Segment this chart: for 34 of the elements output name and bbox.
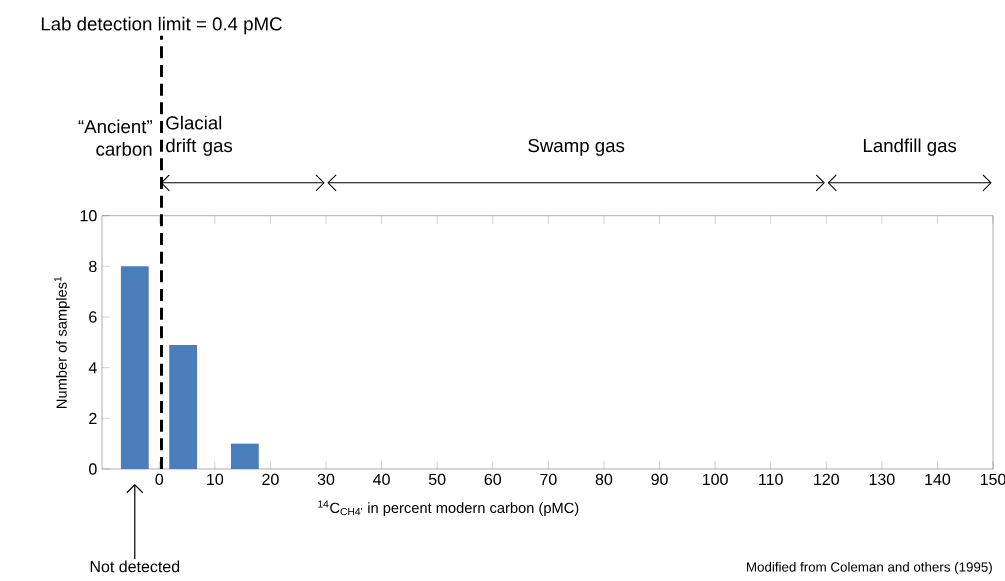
x-tick-label: 30 — [317, 473, 335, 486]
x-tick-label: 40 — [373, 473, 390, 486]
x-tick-label: 10 — [207, 473, 224, 486]
x-tick-label: 140 — [925, 473, 951, 486]
x-tick-label: 100 — [702, 473, 728, 486]
x-tick-label: 120 — [814, 473, 839, 486]
x-tick-label: 130 — [869, 473, 895, 486]
text: Swamp gas — [528, 138, 625, 156]
y-tick-label: 4 — [88, 362, 97, 374]
y-tick-label: 2 — [89, 412, 97, 424]
y-tick-label: 6 — [89, 311, 97, 323]
x-axis-title: $^{14}$C$_{CH4'}$ in percent modern carbon (pMC) — [318, 500, 579, 516]
x-tick-label: 70 — [540, 473, 557, 486]
ref-line-label: Lab detection limit = 0.4 pMC — [41, 16, 282, 35]
text: Modified from Coleman and others (1995) — [747, 561, 992, 575]
x-tick-label: 20 — [262, 473, 279, 486]
bar — [120, 266, 149, 469]
y-tick-label: 10 — [80, 210, 97, 222]
y-tick-label: 0 — [89, 463, 97, 475]
text: Landfill gas — [863, 138, 957, 156]
x-tick-label: 0 — [155, 473, 164, 486]
y-tick-label: 8 — [89, 260, 97, 273]
x-tick-label: 150 — [980, 473, 1005, 486]
text: “Ancient” carbon — [78, 119, 152, 156]
text: Glacial drift gas — [166, 115, 233, 156]
bar — [169, 344, 198, 469]
x-tick-label: 60 — [484, 473, 502, 486]
text: Not detected — [90, 560, 180, 573]
x-tick-label: 50 — [428, 473, 446, 486]
x-tick-label: 90 — [651, 473, 668, 486]
bar — [230, 443, 259, 469]
x-tick-label: 110 — [759, 473, 783, 486]
y-axis-title: Number of samples$^{1}$ — [54, 276, 70, 408]
x-tick-label: 80 — [595, 473, 613, 486]
